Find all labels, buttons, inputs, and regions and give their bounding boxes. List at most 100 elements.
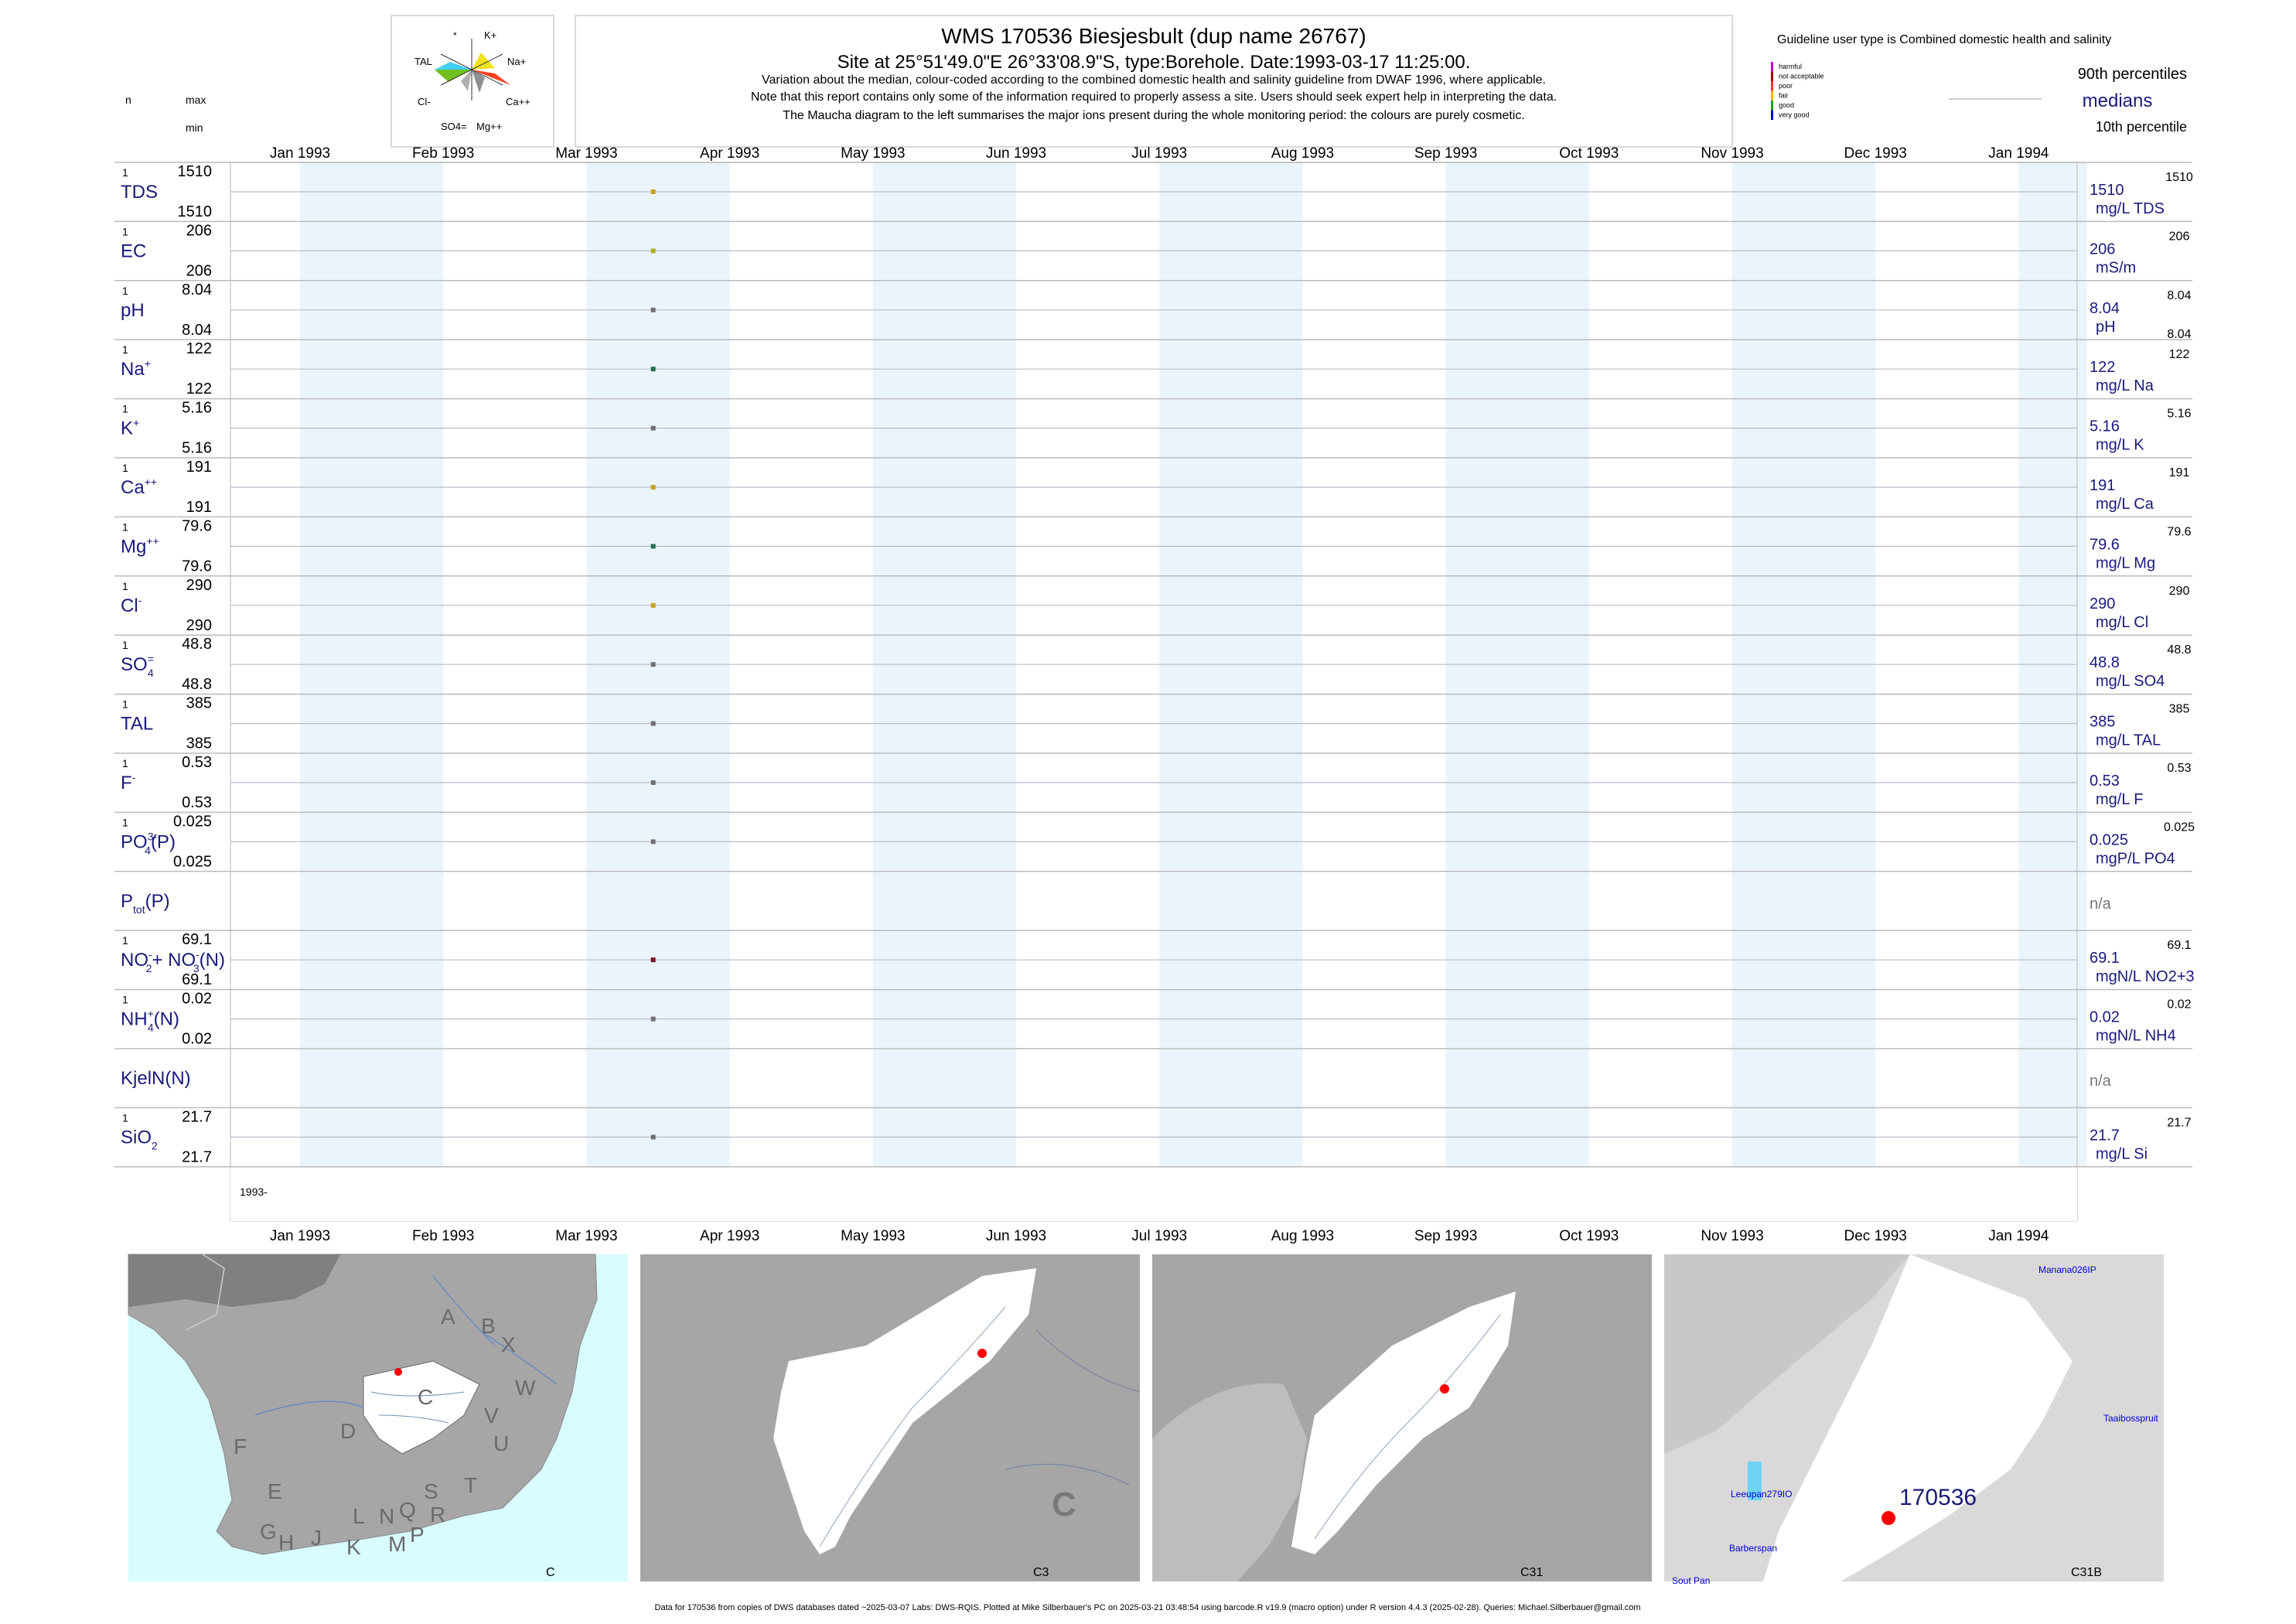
x-tick-bottom-8: Sep 1993 (1414, 1228, 1477, 1244)
maucha-cl-segment (435, 70, 472, 82)
na-kjel: n/a (2090, 1073, 2112, 1090)
unit-cl: mg/L Cl (2096, 614, 2148, 631)
map-c-letter-U: U (493, 1431, 509, 1455)
place-taaibosspruit: Taaibosspruit (2103, 1413, 2158, 1424)
param-label-ec: EC (121, 241, 146, 261)
p90-value-k: 5.16 (2167, 408, 2191, 421)
map-c-letter-L: L (353, 1504, 365, 1528)
n-value-sio2: 1 (122, 1111, 128, 1124)
x-tick-top-6: Jul 1993 (1131, 145, 1187, 162)
map-c3: C C3 (640, 1254, 1141, 1581)
unit-mg: mg/L Mg (2096, 554, 2155, 571)
maucha-label-ca: Ca++ (506, 96, 531, 107)
note-variation: Variation about the median, colour-coded… (762, 73, 1546, 87)
site-marker-c3 (977, 1349, 987, 1358)
p90-value-no: 69.1 (2167, 939, 2191, 952)
legend-class-3: fair (1779, 92, 1789, 100)
n-value-k: 1 (122, 403, 128, 415)
max-header: max (186, 94, 206, 106)
map-c-letter-B: B (481, 1314, 496, 1338)
unit-so4: mg/L SO4 (2096, 673, 2165, 690)
max-value-ph: 8.04 (182, 281, 212, 299)
x-tick-top-12: Jan 1994 (1988, 145, 2049, 162)
site-marker-c31b (1881, 1511, 1895, 1525)
min-value-tds: 1510 (178, 203, 213, 220)
max-value-nh4: 0.02 (182, 991, 212, 1008)
n-value-po4: 1 (122, 816, 128, 828)
min-value-k: 5.16 (182, 440, 212, 457)
panel-so4: SO= 4 1 48.8 48.8 48.8 mg/L SO4 48.8 (114, 634, 2192, 693)
max-value-no: 69.1 (182, 931, 212, 948)
p90-value-mg: 79.6 (2167, 525, 2191, 538)
map-c-letter-D: D (340, 1419, 356, 1443)
sample-point-tal (650, 721, 656, 726)
param-label-f: F- (121, 771, 136, 793)
p10-label: 10th percentile (2096, 119, 2187, 135)
param-label-po4: PO3-4(P) (121, 830, 176, 856)
n-value-nh4: 1 (122, 994, 128, 1006)
min-value-cl: 290 (186, 617, 212, 634)
min-value-ca: 191 (186, 499, 212, 516)
na-ptot: n/a (2090, 896, 2112, 913)
sample-point-mg (650, 544, 656, 549)
p90-value-po4: 0.025 (2164, 821, 2195, 834)
p10-value-ph: 8.04 (2167, 328, 2191, 341)
left-column-header: n max min (125, 94, 206, 134)
param-label-tal: TAL (121, 714, 153, 735)
maucha-na-segment (472, 53, 495, 70)
map-c-letter-V: V (484, 1404, 499, 1428)
maucha-ca-segment (472, 70, 510, 85)
max-value-sio2: 21.7 (182, 1108, 212, 1125)
median-value-ec: 206 (2090, 241, 2115, 258)
x-tick-bottom-1: Feb 1993 (412, 1228, 474, 1244)
p90-value-tds: 1510 (2165, 171, 2193, 184)
p90-value-ca: 191 (2169, 466, 2190, 479)
x-tick-top-1: Feb 1993 (412, 145, 474, 162)
unit-na: mg/L Na (2096, 377, 2154, 394)
unit-tal: mg/L TAL (2096, 732, 2161, 749)
legend-swatch-2 (1771, 81, 1773, 91)
sample-point-no (650, 957, 656, 963)
map-c-letter-J: J (311, 1526, 322, 1550)
n-value-f: 1 (122, 757, 128, 769)
param-label-nh4: NH+ 4(N) (121, 1008, 179, 1034)
sample-point-tds (650, 189, 656, 194)
n-value-ph: 1 (122, 285, 128, 297)
param-label-tds: TDS (121, 182, 158, 203)
unit-nh4: mgN/L NH4 (2096, 1028, 2176, 1045)
panels-area: Jan 1993 Jan 1993 Feb 1993 Feb 1993 Mar 1993… (114, 145, 2195, 1244)
max-value-tds: 1510 (178, 163, 213, 180)
min-header: min (186, 121, 203, 134)
n-value-na: 1 (122, 343, 128, 356)
min-value-sio2: 21.7 (182, 1148, 212, 1165)
sample-point-ec (650, 248, 656, 254)
map-c-letter-W: W (515, 1376, 536, 1400)
x-tick-top-4: May 1993 (841, 145, 905, 162)
panel-ptot: Ptot(P) n/a (114, 871, 2192, 916)
map-c-letters: A BXW C D VUT FE SR L N Q G H J K M P (234, 1305, 536, 1559)
map-c-letter-R: R (430, 1503, 445, 1527)
x-tick-bottom-7: Aug 1993 (1271, 1228, 1334, 1244)
median-value-tal: 385 (2090, 714, 2115, 731)
map-c3-caption: C3 (1033, 1566, 1049, 1579)
unit-po4: mgP/L PO4 (2096, 850, 2175, 867)
place-barberspan: Barberspan (1729, 1543, 1777, 1554)
param-label-sio2: SiO2 (121, 1127, 158, 1151)
panel-nh4: NH+ 4(N) 1 0.02 0.02 0.02 mgN/L NH4 0.02 (114, 988, 2192, 1048)
note-expert-help: Note that this report contains only some… (751, 90, 1557, 104)
unit-ca: mg/L Ca (2096, 496, 2154, 513)
median-value-ph: 8.04 (2090, 300, 2120, 317)
median-value-ca: 191 (2090, 477, 2115, 494)
x-tick-top-0: Jan 1993 (270, 145, 330, 162)
p90-label: 90th percentiles (2078, 66, 2187, 83)
place-sout-pan: Sout Pan (1672, 1575, 1710, 1586)
footer-note: Data for 170536 from copies of DWS datab… (655, 1603, 1641, 1612)
map-c-letter-G: G (260, 1520, 277, 1544)
p90-value-f: 0.53 (2167, 762, 2191, 775)
x-tick-bottom-5: Jun 1993 (986, 1228, 1046, 1244)
